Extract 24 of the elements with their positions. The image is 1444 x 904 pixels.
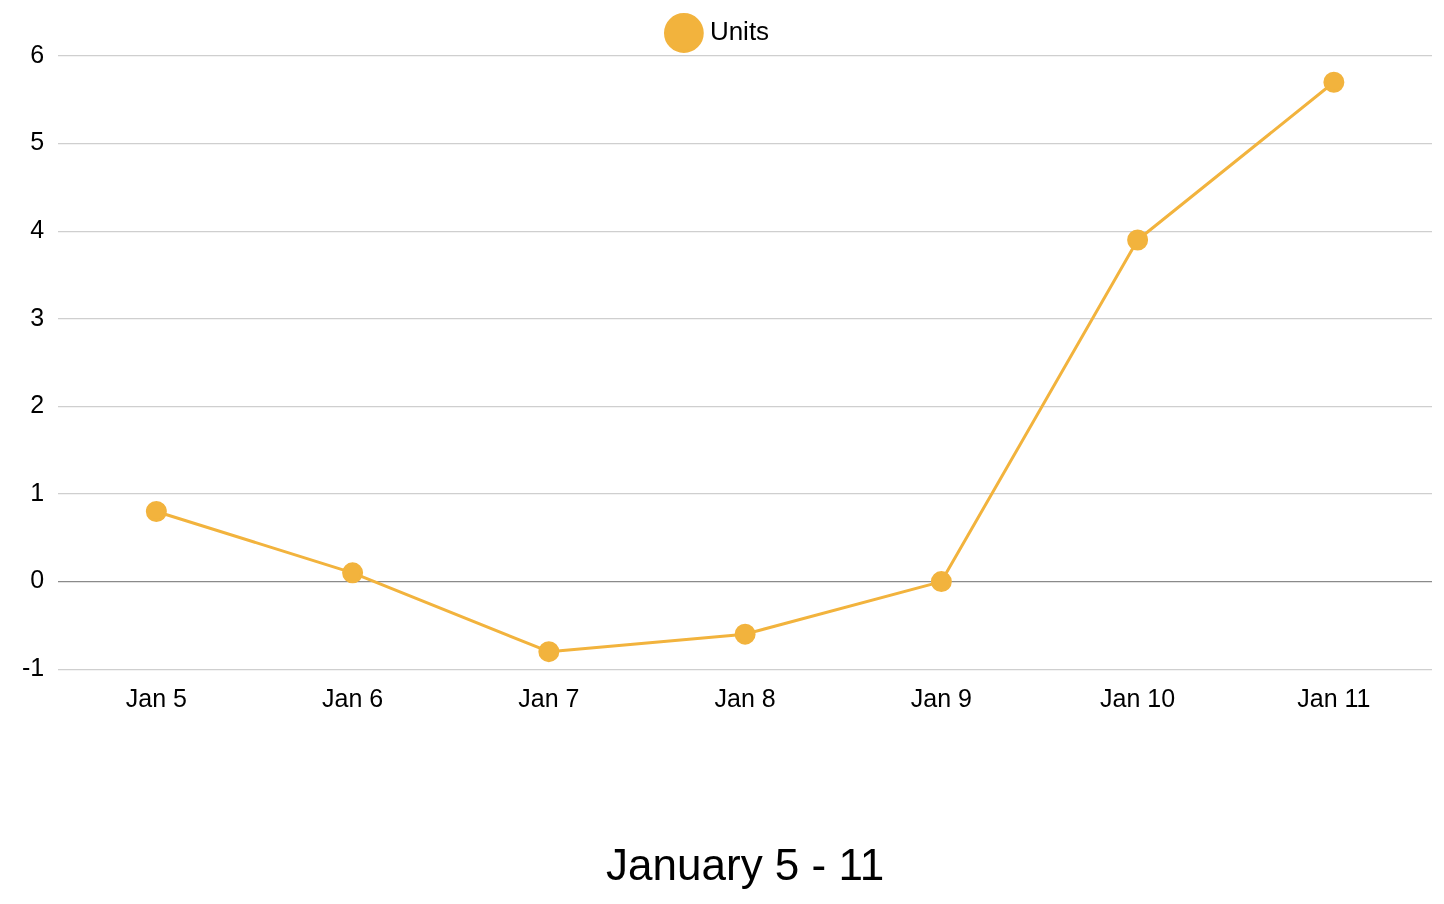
point	[145, 501, 167, 523]
x-tick-label: Jan 11	[1297, 684, 1371, 713]
y-tick-label: 3	[30, 302, 45, 331]
point	[1127, 229, 1149, 251]
y-tick-label: 1	[30, 477, 45, 506]
y-tick-label: -1	[21, 653, 45, 682]
x-tick-label: Jan 9	[910, 684, 972, 713]
point	[538, 641, 560, 663]
x-tick-label: Jan 7	[518, 684, 580, 713]
x-tick-label: Jan 6	[322, 684, 384, 713]
x-tick-label: Jan 10	[1100, 684, 1176, 713]
x-axis-title: January 5 - 11	[606, 839, 885, 889]
point	[342, 562, 364, 584]
point	[1323, 71, 1345, 93]
x-tick-label: Jan 5	[125, 684, 187, 713]
y-tick-label: 5	[30, 127, 45, 156]
y-tick-label: 6	[30, 39, 45, 68]
legend-label: Units	[709, 16, 770, 47]
y-tick-label: 2	[30, 390, 45, 419]
x-tick-label: Jan 8	[714, 684, 776, 713]
point	[734, 623, 756, 645]
y-tick-label: 4	[30, 215, 45, 244]
point	[930, 571, 952, 593]
y-tick-label: 0	[30, 565, 45, 594]
